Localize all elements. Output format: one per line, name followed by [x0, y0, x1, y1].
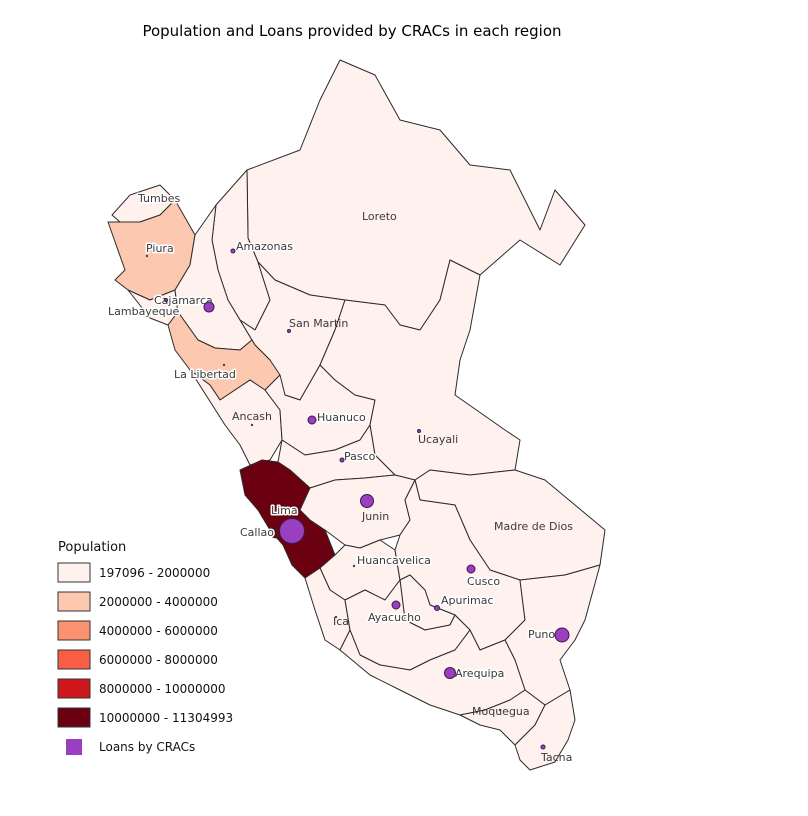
legend-label-4: 6000000 - 8000000 [99, 653, 218, 667]
label-lambayeque: Lambayeque [108, 305, 180, 318]
label-tacna: Tacna [540, 751, 572, 764]
legend-label-6: 10000000 - 11304993 [99, 711, 233, 725]
label-madre-de-dios: Madre de Dios [494, 520, 573, 533]
legend-label-1: 197096 - 2000000 [99, 566, 210, 580]
label-apurimac: Apurimac [441, 594, 494, 607]
map-title: Population and Loans provided by CRACs i… [142, 22, 561, 40]
loan-bubble-pasco[interactable] [339, 457, 345, 463]
centroid-dot-ica [334, 615, 338, 619]
label-amazonas: Amazonas [236, 240, 293, 253]
loan-bubble-arequipa[interactable] [444, 667, 456, 679]
label-cajamarca: Cajamarca [154, 294, 213, 307]
label-ayacucho: Ayacucho [368, 611, 421, 624]
label-lima: Lima [271, 504, 298, 517]
label-san-martin: San Martin [289, 317, 348, 330]
label-huancavelica: Huancavelica [357, 554, 431, 567]
loan-bubble-san-martin[interactable] [287, 329, 291, 333]
centroid-dot-ancash [250, 423, 254, 427]
legend-label-2: 2000000 - 4000000 [99, 595, 218, 609]
centroid-dot-la-libertad [222, 363, 226, 367]
loan-bubble-lambayeque[interactable] [164, 298, 168, 302]
label-ica: Ica [333, 615, 349, 628]
legend-swatch-1 [57, 562, 91, 583]
label-ucayali: Ucayali [418, 433, 458, 446]
loan-bubble-ucayali[interactable] [417, 429, 421, 433]
loan-bubble-cusco[interactable] [466, 564, 476, 574]
legend-swatch-5 [57, 678, 91, 699]
loan-bubble-ayacucho[interactable] [391, 600, 401, 610]
label-pasco: Pasco [344, 450, 376, 463]
region-tacna[interactable] [514, 689, 576, 771]
region-arequipa[interactable] [339, 629, 526, 716]
centroid-dot-huancavelica [352, 564, 356, 568]
loan-bubble-lima[interactable] [279, 518, 305, 544]
legend-swatch-6 [57, 707, 91, 728]
legend-label-loans: Loans by CRACs [99, 740, 195, 754]
loan-bubble-huanuco[interactable] [307, 415, 317, 425]
label-ancash: Ancash [232, 410, 272, 423]
legend-label-5: 8000000 - 10000000 [99, 682, 225, 696]
loan-bubble-junin[interactable] [360, 494, 374, 508]
label-callao: Callao [240, 526, 274, 539]
legend-label-3: 4000000 - 6000000 [99, 624, 218, 638]
label-tumbes: Tumbes [137, 192, 180, 205]
loan-bubble-puno[interactable] [554, 627, 570, 643]
label-junin: Junin [361, 510, 389, 523]
loan-bubble-cajamarca[interactable] [203, 301, 215, 313]
region-callao[interactable] [267, 527, 279, 539]
loan-bubble-amazonas[interactable] [230, 248, 236, 254]
legend-swatch-3 [57, 620, 91, 641]
label-cusco: Cusco [467, 575, 500, 588]
label-loreto: Loreto [362, 210, 397, 223]
loan-bubble-apurimac[interactable] [434, 605, 440, 611]
loan-bubble-tacna[interactable] [540, 744, 546, 750]
legend-swatch-4 [57, 649, 91, 670]
legend-title: Population [58, 540, 126, 555]
label-puno: Puno [528, 628, 555, 641]
label-piura: Piura [146, 242, 174, 255]
centroid-dot-piura [145, 254, 149, 258]
label-moquegua: Moquegua [472, 705, 530, 718]
label-arequipa: Arequipa [455, 667, 504, 680]
legend-swatch-loans [66, 739, 82, 755]
legend-swatch-2 [57, 591, 91, 612]
label-la-libertad: La Libertad [174, 368, 236, 381]
centroid-dot-moquegua [498, 708, 502, 712]
label-huanuco: Huanuco [317, 411, 366, 424]
legend: Population 197096 - 2000000 2000000 - 40… [57, 540, 233, 755]
